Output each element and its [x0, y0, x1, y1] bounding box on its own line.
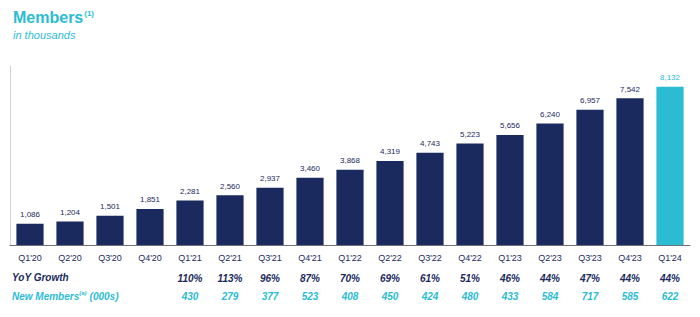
- svg-text:44%: 44%: [659, 273, 680, 284]
- svg-text:4,743: 4,743: [420, 139, 441, 148]
- svg-text:6,240: 6,240: [540, 110, 561, 119]
- svg-text:Q4'22: Q4'22: [458, 253, 482, 263]
- svg-text:3,868: 3,868: [340, 156, 361, 165]
- svg-text:Members: Members: [13, 9, 83, 26]
- svg-text:Q2'21: Q2'21: [218, 253, 242, 263]
- svg-text:Q4'20: Q4'20: [138, 253, 162, 263]
- svg-text:Q2'20: Q2'20: [58, 253, 82, 263]
- svg-text:Q3'23: Q3'23: [578, 253, 602, 263]
- svg-text:113%: 113%: [218, 273, 243, 284]
- svg-text:Q1'21: Q1'21: [178, 253, 202, 263]
- svg-text:Q3'22: Q3'22: [418, 253, 442, 263]
- svg-text:430: 430: [181, 291, 199, 302]
- svg-text:in thousands: in thousands: [13, 29, 76, 41]
- svg-text:523: 523: [302, 291, 319, 302]
- svg-text:480: 480: [461, 291, 479, 302]
- svg-text:433: 433: [501, 291, 519, 302]
- svg-text:279: 279: [221, 291, 239, 302]
- svg-text:4,319: 4,319: [380, 147, 401, 156]
- svg-text:Q2'22: Q2'22: [378, 253, 402, 263]
- svg-text:8,132: 8,132: [660, 73, 681, 82]
- svg-text:Q3'21: Q3'21: [258, 253, 282, 263]
- svg-text:1,086: 1,086: [20, 210, 41, 219]
- svg-text:377: 377: [262, 291, 279, 302]
- svg-text:2,560: 2,560: [220, 182, 241, 191]
- svg-text:3,460: 3,460: [300, 164, 321, 173]
- svg-text:(000s): (000s): [90, 291, 120, 302]
- svg-text:46%: 46%: [499, 273, 520, 284]
- svg-text:6,957: 6,957: [580, 96, 601, 105]
- svg-text:2,937: 2,937: [260, 174, 281, 183]
- svg-text:Q3'20: Q3'20: [98, 253, 122, 263]
- svg-text:Q1'24: Q1'24: [658, 253, 682, 263]
- svg-text:424: 424: [421, 291, 439, 302]
- svg-text:New Members: New Members: [12, 291, 80, 302]
- svg-text:Q4'23: Q4'23: [618, 253, 642, 263]
- svg-text:YoY Growth: YoY Growth: [12, 272, 69, 283]
- svg-text:Q2'23: Q2'23: [538, 253, 562, 263]
- svg-text:5,223: 5,223: [460, 130, 481, 139]
- svg-text:2,281: 2,281: [180, 187, 201, 196]
- svg-text:110%: 110%: [178, 273, 203, 284]
- svg-text:87%: 87%: [300, 273, 320, 284]
- svg-text:Q4'21: Q4'21: [298, 253, 322, 263]
- svg-text:(1): (1): [84, 9, 94, 18]
- svg-text:70%: 70%: [340, 273, 360, 284]
- svg-text:Q1'22: Q1'22: [338, 253, 362, 263]
- svg-text:584: 584: [542, 291, 559, 302]
- svg-text:622: 622: [662, 291, 679, 302]
- svg-text:Q1'23: Q1'23: [498, 253, 522, 263]
- svg-text:69%: 69%: [380, 273, 400, 284]
- svg-text:51%: 51%: [460, 273, 480, 284]
- svg-text:44%: 44%: [539, 273, 560, 284]
- svg-text:408: 408: [341, 291, 359, 302]
- svg-text:450: 450: [381, 291, 399, 302]
- svg-text:717: 717: [582, 291, 599, 302]
- svg-text:1,851: 1,851: [140, 195, 161, 204]
- svg-text:7,542: 7,542: [620, 85, 641, 94]
- svg-text:44%: 44%: [619, 273, 640, 284]
- svg-text:96%: 96%: [260, 273, 280, 284]
- svg-text:Q1'20: Q1'20: [18, 253, 42, 263]
- svg-text:1,204: 1,204: [60, 208, 81, 217]
- svg-text:5,656: 5,656: [500, 121, 521, 130]
- svg-text:47%: 47%: [579, 273, 600, 284]
- svg-text:(a): (a): [79, 290, 86, 296]
- svg-text:61%: 61%: [420, 273, 440, 284]
- svg-text:585: 585: [622, 291, 639, 302]
- svg-text:1,501: 1,501: [100, 202, 121, 211]
